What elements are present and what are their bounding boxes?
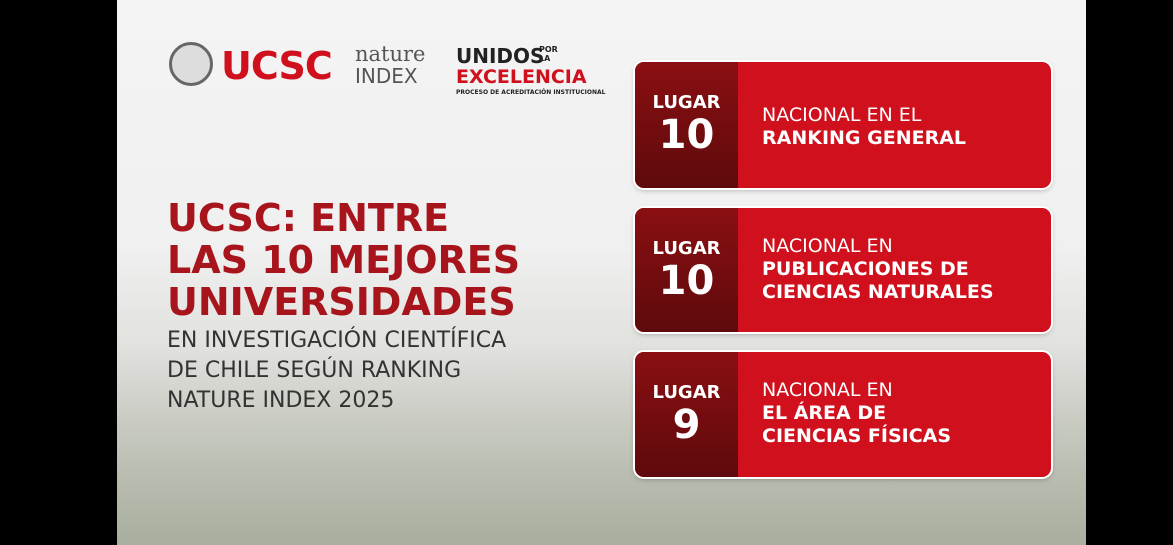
por-la: POR LA bbox=[539, 45, 558, 63]
headline-line: UCSC: ENTRE bbox=[167, 196, 450, 240]
headline-line: LAS 10 MEJORES bbox=[167, 238, 521, 282]
rank-line: RANKING GENERAL bbox=[762, 127, 967, 149]
la: LA bbox=[539, 54, 551, 63]
subtitle-line: DE CHILE SEGÚN RANKING bbox=[167, 358, 462, 383]
rank-line: CIENCIAS NATURALES bbox=[762, 281, 994, 303]
rank-card: LUGAR 9 NACIONAL EN EL ÁREA DE CIENCIAS … bbox=[635, 352, 1051, 477]
rank-box: LUGAR 10 bbox=[635, 208, 738, 332]
rank-text: NACIONAL EN PUBLICACIONES DE CIENCIAS NA… bbox=[762, 235, 994, 304]
rank-text: NACIONAL EN EL RANKING GENERAL bbox=[762, 104, 966, 150]
rank-label: LUGAR bbox=[652, 92, 721, 113]
headline-line: UNIVERSIDADES bbox=[167, 280, 516, 324]
rank-line: CIENCIAS FÍSICAS bbox=[762, 425, 952, 447]
subtitle-line: EN INVESTIGACIÓN CIENTÍFICA bbox=[167, 328, 507, 353]
rank-box: LUGAR 10 bbox=[635, 62, 738, 188]
rank-card: LUGAR 10 NACIONAL EN EL RANKING GENERAL bbox=[635, 62, 1051, 188]
rank-label: LUGAR bbox=[652, 382, 721, 403]
rank-line: NACIONAL EN bbox=[762, 235, 893, 257]
rank-number: 10 bbox=[658, 112, 715, 158]
rank-text: NACIONAL EN EL ÁREA DE CIENCIAS FÍSICAS bbox=[762, 379, 951, 448]
rank-line: NACIONAL EN bbox=[762, 379, 893, 401]
rank-line: EL ÁREA DE bbox=[762, 402, 887, 424]
proceso-text: PROCESO DE ACREDITACIÓN INSTITUCIONAL bbox=[456, 89, 606, 96]
rank-card: LUGAR 10 NACIONAL EN PUBLICACIONES DE CI… bbox=[635, 208, 1051, 332]
banner: UCSC nature INDEX UNIDOS POR LA EXCELENCI… bbox=[117, 0, 1086, 545]
ucsc-seal bbox=[169, 42, 213, 86]
subtitle-line: NATURE INDEX 2025 bbox=[167, 388, 395, 413]
rank-line: NACIONAL EN EL bbox=[762, 104, 922, 126]
nature-logo: nature bbox=[355, 42, 426, 66]
por: POR bbox=[539, 45, 558, 54]
rank-label: LUGAR bbox=[652, 238, 721, 259]
rank-number: 9 bbox=[672, 402, 701, 448]
rank-line: PUBLICACIONES DE bbox=[762, 258, 969, 280]
index-logo: INDEX bbox=[355, 64, 418, 88]
rank-number: 10 bbox=[658, 258, 715, 304]
ucsc-logo: UCSC bbox=[221, 44, 333, 88]
rank-box: LUGAR 9 bbox=[635, 352, 738, 477]
unidos-logo: UNIDOS bbox=[456, 44, 545, 68]
excelencia-logo: EXCELENCIA bbox=[456, 66, 587, 88]
